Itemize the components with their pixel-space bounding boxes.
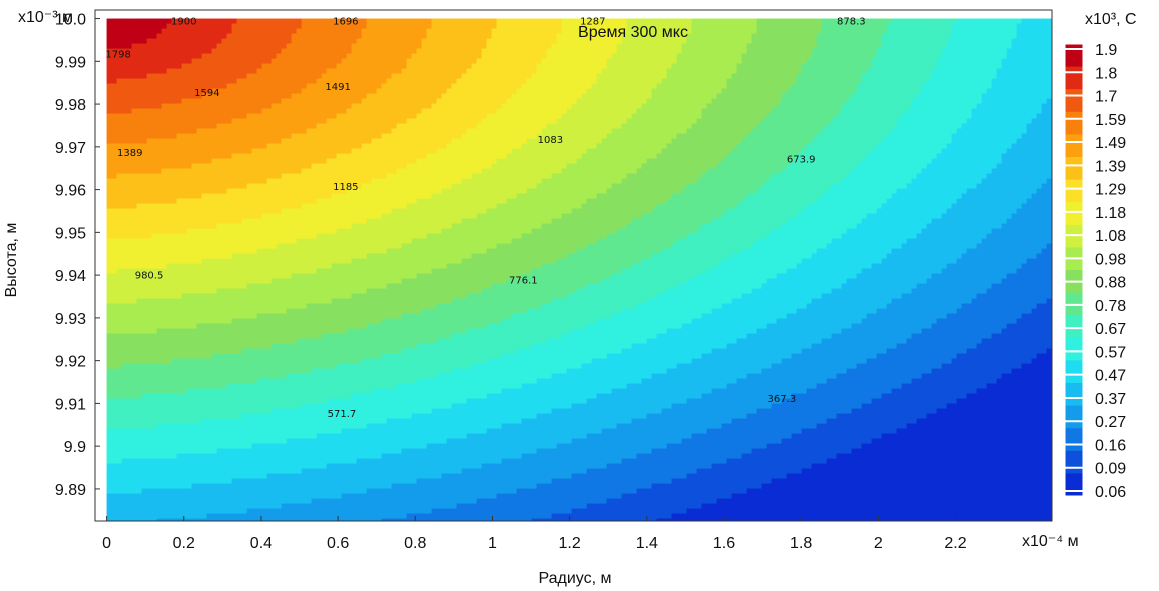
y-tick-label: 9.91 [55, 396, 86, 413]
y-tick-label: 9.93 [55, 311, 86, 328]
y-tick-label: 9.98 [55, 97, 86, 114]
colorbar-swatch [1065, 315, 1083, 339]
colorbar-label: 1.59 [1095, 112, 1126, 129]
colorbar: 1.9 1.8 1.7 1.59 1.49 1.39 1.29 1.18 1.08 0.98 0.8… [1064, 42, 1126, 501]
colorbar-swatch [1065, 428, 1083, 452]
colorbar-label: 1.49 [1095, 135, 1126, 152]
x-axis-label: Радиус, м [538, 570, 611, 587]
colorbar-label: 0.16 [1095, 437, 1126, 454]
x-tick-label: 0.4 [250, 535, 272, 552]
y-axis-label: Высота, м [3, 223, 20, 298]
colorbar-label: 0.98 [1095, 251, 1126, 268]
y-tick-label: 9.94 [55, 268, 86, 285]
y-tick-label: 9.9 [64, 439, 86, 456]
contour-label: 1287 [580, 17, 605, 28]
contour-label: 1696 [333, 17, 358, 28]
temperature-field [106, 18, 1052, 521]
x-axis-multiplier: x10⁻⁴ м [1022, 533, 1079, 550]
plot-frame [94, 9, 1053, 522]
colorbar-swatch [1065, 111, 1083, 135]
contour-label: 1389 [117, 148, 142, 159]
colorbar-label: 0.37 [1095, 391, 1126, 408]
colorbar-swatch [1065, 473, 1083, 497]
colorbar-swatch [1065, 179, 1083, 203]
contour-label: 776.1 [509, 275, 538, 286]
colorbar-swatch [1065, 450, 1083, 474]
colorbar-swatch [1065, 405, 1083, 429]
colorbar-label: 0.27 [1095, 414, 1126, 431]
x-tick-label: 0.8 [404, 535, 426, 552]
contour-label: 673.9 [787, 154, 816, 165]
y-tick-label: 9.92 [55, 354, 86, 371]
colorbar-swatch [1065, 224, 1083, 248]
y-tick-label: 9.97 [55, 140, 86, 157]
colorbar-label: 1.29 [1095, 182, 1126, 199]
colorbar-swatch [1065, 202, 1083, 226]
colorbar-swatch [1065, 383, 1083, 407]
colorbar-label: 0.57 [1095, 344, 1126, 361]
contour-label: 1185 [333, 182, 358, 193]
chart-title: Время 300 мкс [578, 24, 688, 41]
contour-label: 571.7 [328, 409, 357, 420]
y-tick-label: 9.89 [55, 482, 86, 499]
colorbar-label: 0.67 [1095, 321, 1126, 338]
colorbar-label: 0.09 [1095, 461, 1126, 478]
colorbar-label: 1.39 [1095, 158, 1126, 175]
contour-label: 1900 [171, 17, 196, 28]
y-axis-ticks: 10.0 9.99 9.98 9.97 9.96 9.95 9.94 9.93 9.92 9.91… [55, 12, 100, 499]
colorbar-title: x10³, С [1085, 11, 1137, 28]
colorbar-label: 0.88 [1095, 275, 1126, 292]
y-tick-label: 10.0 [55, 12, 86, 29]
x-tick-label: 2 [874, 535, 883, 552]
colorbar-label: 1.08 [1095, 228, 1126, 245]
y-tick-label: 9.99 [55, 54, 86, 71]
colorbar-swatch [1065, 360, 1083, 384]
contour-label: 1083 [538, 135, 563, 146]
contour-label: 1594 [194, 88, 219, 99]
contour-label: 1491 [325, 82, 350, 93]
colorbar-swatch [1065, 89, 1083, 113]
x-tick-label: 2.2 [944, 535, 966, 552]
x-tick-label: 1.2 [559, 535, 581, 552]
x-tick-label: 0 [102, 535, 111, 552]
colorbar-swatch [1065, 44, 1083, 68]
colorbar-label: 1.18 [1095, 205, 1126, 222]
y-tick-label: 9.95 [55, 225, 86, 242]
y-axis-multiplier: x10⁻³ м [18, 9, 73, 26]
x-tick-label: 1 [488, 535, 497, 552]
colorbar-label: 1.9 [1095, 42, 1117, 59]
contour-label: 1798 [105, 50, 130, 61]
colorbar-label: 0.78 [1095, 298, 1126, 315]
y-tick-label: 9.96 [55, 183, 86, 200]
contour-label: 367.3 [768, 394, 797, 405]
contour-label: 878.3 [837, 17, 866, 28]
x-tick-label: 1.8 [790, 535, 812, 552]
colorbar-label: 1.8 [1095, 65, 1117, 82]
colorbar-swatch [1065, 66, 1083, 90]
contour-labels: 1900 1696 1287 878.3 1798 1594 1491 1083 673.9 13… [105, 17, 865, 421]
colorbar-swatch [1065, 157, 1083, 181]
colorbar-swatch [1065, 134, 1083, 158]
contour-label: 980.5 [135, 270, 164, 281]
x-tick-label: 1.4 [636, 535, 658, 552]
colorbar-label: 0.47 [1095, 368, 1126, 385]
x-tick-label: 0.6 [327, 535, 349, 552]
x-axis-ticks: 0 0.2 0.4 0.6 0.8 1 1.2 1.4 1.6 1.8 2 2.2 [102, 516, 967, 552]
colorbar-label: 1.7 [1095, 89, 1117, 106]
colorbar-swatch [1065, 337, 1083, 361]
x-tick-label: 1.6 [713, 535, 735, 552]
x-tick-label: 0.2 [173, 535, 195, 552]
colorbar-label: 0.06 [1095, 484, 1126, 501]
